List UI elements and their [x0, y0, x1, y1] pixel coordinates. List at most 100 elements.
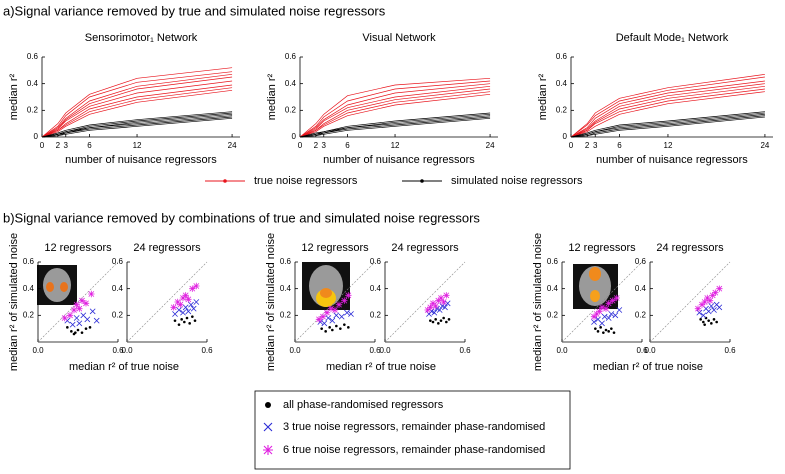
x-tick-label: 24	[760, 141, 769, 150]
series-line	[570, 91, 765, 138]
identity-line	[126, 261, 208, 343]
series-line	[41, 117, 233, 138]
point	[182, 304, 189, 311]
y-tick-label: 0.2	[27, 105, 39, 114]
series-line	[299, 83, 491, 138]
identity-line	[561, 261, 643, 343]
x-tick-label: 0.0	[289, 346, 301, 355]
point	[599, 320, 605, 327]
y-tick-label: 0.4	[635, 284, 647, 293]
point	[704, 294, 711, 302]
point	[189, 285, 196, 292]
x-tick-label: 0.6	[636, 346, 648, 355]
point	[335, 301, 343, 308]
legend-box	[254, 390, 571, 470]
point	[343, 323, 346, 326]
x-tick-label: 0.0	[644, 346, 656, 355]
point	[61, 314, 68, 322]
series-line	[570, 111, 765, 138]
y-tick-label: 0.6	[556, 52, 568, 61]
x-tick-label: 6	[617, 141, 622, 150]
point	[594, 327, 597, 330]
point	[331, 306, 339, 314]
y-tick-label: 0.6	[285, 52, 297, 61]
point	[610, 327, 613, 330]
point	[608, 311, 615, 317]
y-tick-label: 0.2	[23, 310, 35, 319]
point	[73, 301, 80, 308]
point	[593, 310, 600, 318]
point	[70, 306, 78, 314]
point	[180, 318, 183, 321]
point	[439, 319, 443, 322]
y-tick-label: 0.2	[556, 105, 568, 114]
point	[598, 304, 606, 311]
point	[701, 298, 708, 306]
x-tick-label: 2	[56, 141, 61, 150]
point	[78, 297, 86, 304]
point	[716, 285, 723, 292]
y-tick-label: 0.2	[112, 310, 124, 319]
point	[605, 315, 612, 321]
point	[183, 320, 186, 324]
point	[329, 317, 336, 324]
series-line	[299, 115, 491, 138]
y-tick-label: 0	[292, 132, 297, 141]
x-axis-label: median r² of true noise	[69, 361, 179, 373]
y-tick-label: 0.4	[285, 79, 297, 88]
chart-title: 24 regressors	[391, 242, 459, 254]
point	[708, 303, 715, 309]
point	[315, 316, 323, 323]
y-tick-label: 0.6	[27, 52, 39, 61]
point	[327, 305, 335, 312]
legend-swatch	[223, 179, 227, 183]
y-tick-label: 0.6	[280, 257, 292, 266]
point	[612, 312, 619, 319]
point	[709, 292, 716, 299]
series-line	[299, 77, 491, 138]
point	[320, 327, 323, 330]
x-axis-label: number of nuisance regressors	[596, 154, 748, 166]
point	[712, 318, 716, 321]
identity-line	[384, 261, 466, 343]
series-line	[299, 80, 491, 138]
point	[191, 315, 194, 318]
point	[321, 320, 328, 327]
point	[429, 300, 437, 307]
x-tick-label: 0.6	[459, 346, 471, 355]
x-tick-label: 0	[40, 141, 45, 150]
x-tick-label: 3	[64, 141, 69, 150]
y-tick-label: 0.4	[280, 284, 292, 293]
point	[612, 331, 616, 334]
chart-title: 12 regressors	[301, 242, 369, 254]
brain-image	[37, 265, 77, 305]
x-tick-label: 6	[345, 141, 350, 150]
y-tick-label: 0.4	[112, 284, 124, 293]
x-tick-label: 6	[87, 141, 92, 150]
point	[73, 315, 80, 321]
chart-title: 12 regressors	[568, 242, 636, 254]
identity-line	[294, 261, 376, 343]
y-tick-label: 0.4	[27, 79, 39, 88]
x-tick-label: 0.6	[201, 346, 213, 355]
point	[440, 298, 447, 306]
point	[605, 300, 612, 307]
point	[604, 328, 608, 332]
chart-title: 24 regressors	[133, 242, 201, 254]
point	[176, 307, 182, 313]
series-line	[570, 83, 765, 138]
point	[333, 312, 340, 319]
point	[437, 294, 445, 302]
x-tick-label: 0.0	[121, 346, 133, 355]
y-tick-label: 0.6	[547, 257, 559, 266]
point	[89, 308, 96, 315]
point	[706, 297, 714, 304]
legend-label: all phase-randomised regressors	[283, 399, 444, 411]
series-line	[299, 112, 491, 138]
y-axis-label: median r²	[266, 73, 278, 120]
point	[84, 327, 88, 330]
point	[190, 305, 197, 312]
series-line	[299, 88, 491, 138]
series-line	[570, 88, 765, 138]
point	[177, 301, 184, 308]
